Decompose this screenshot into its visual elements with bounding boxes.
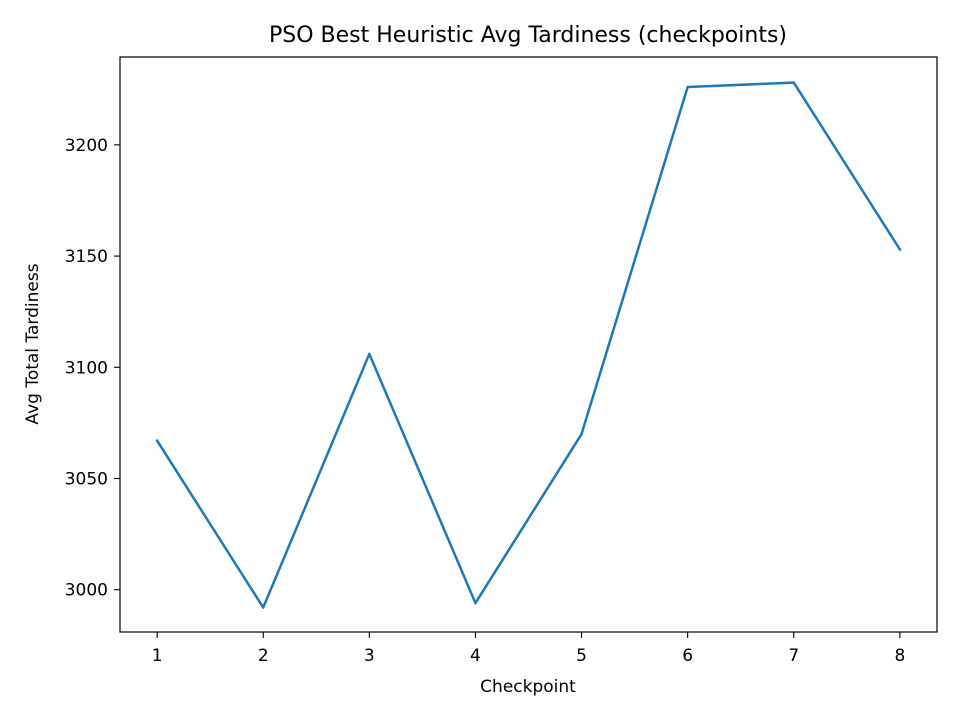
x-tick-label: 4 [470,646,481,666]
y-tick-label: 3100 [65,358,108,378]
x-tick-label: 3 [364,646,375,666]
data-point [898,248,902,251]
x-tick-label: 2 [258,646,269,666]
x-axis-label: Checkpoint [480,677,576,697]
x-tick-label: 8 [894,646,905,666]
data-point [262,606,265,609]
y-tick-label: 3200 [65,136,108,156]
y-axis-label: Avg Total Tardiness [23,263,43,424]
x-tick-label: 5 [576,646,587,666]
y-tick-label: 3150 [65,247,108,267]
data-point [155,439,159,442]
x-tick-label: 6 [682,646,693,666]
data-point [474,601,477,605]
x-tick-label: 7 [788,646,799,666]
data-point [792,81,795,84]
plot-frame [119,56,938,633]
x-axis-ticks: 1 2 3 4 5 6 7 8 [152,632,905,666]
data-point [686,85,689,89]
series-layer [155,81,902,609]
series-line [155,81,902,609]
y-axis-ticks: 3000 3050 3100 3150 3200 [65,136,120,601]
x-tick-label: 1 [152,646,163,666]
data-point [368,352,371,356]
y-tick-label: 3000 [65,581,108,601]
data-point [580,432,583,436]
y-tick-label: 3050 [65,470,108,490]
chart-title: PSO Best Heuristic Avg Tardiness (checkp… [269,23,787,48]
